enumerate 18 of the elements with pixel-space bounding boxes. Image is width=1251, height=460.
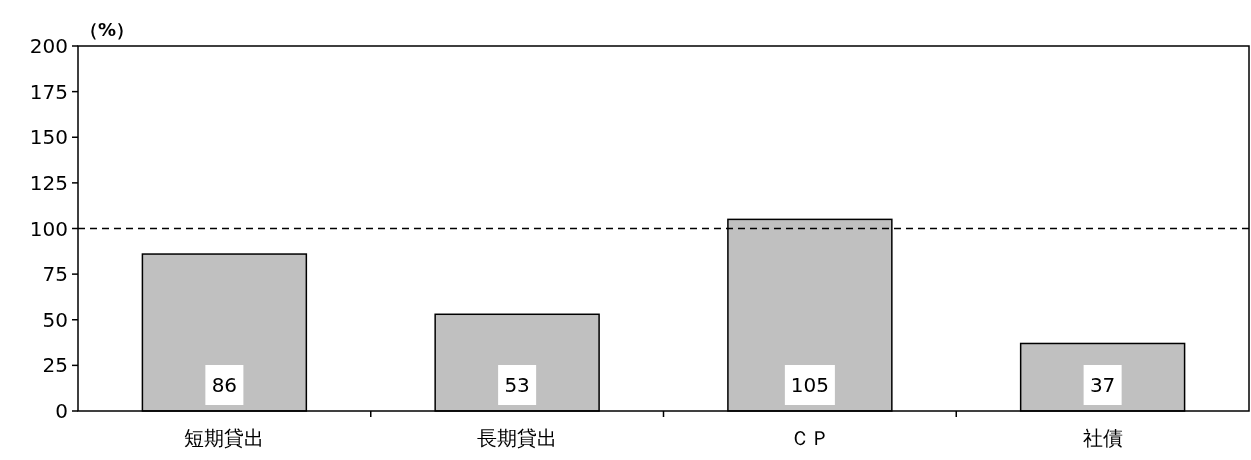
x-tick-label: 社債	[1082, 426, 1123, 450]
y-tick-label: 0	[55, 399, 68, 423]
y-tick-label: 125	[29, 170, 68, 195]
y-tick-label: 25	[42, 353, 68, 378]
data-label: 37	[1089, 373, 1116, 397]
y-tick-label: 100	[29, 216, 68, 241]
y-tick-label: 75	[42, 262, 68, 287]
x-tick-label: ＣＰ	[789, 426, 830, 450]
data-label: 86	[211, 373, 238, 397]
y-axis-title: （%）	[80, 19, 135, 40]
data-label: 53	[504, 373, 530, 397]
x-tick-label: 長期貸出	[477, 426, 558, 450]
y-tick-label: 50	[42, 307, 68, 332]
y-tick-label: 200	[29, 34, 68, 58]
data-label: 105	[790, 373, 829, 397]
y-tick-label: 175	[29, 79, 68, 104]
y-tick-label: 150	[29, 125, 68, 150]
x-tick-label: 短期貸出	[184, 426, 265, 450]
